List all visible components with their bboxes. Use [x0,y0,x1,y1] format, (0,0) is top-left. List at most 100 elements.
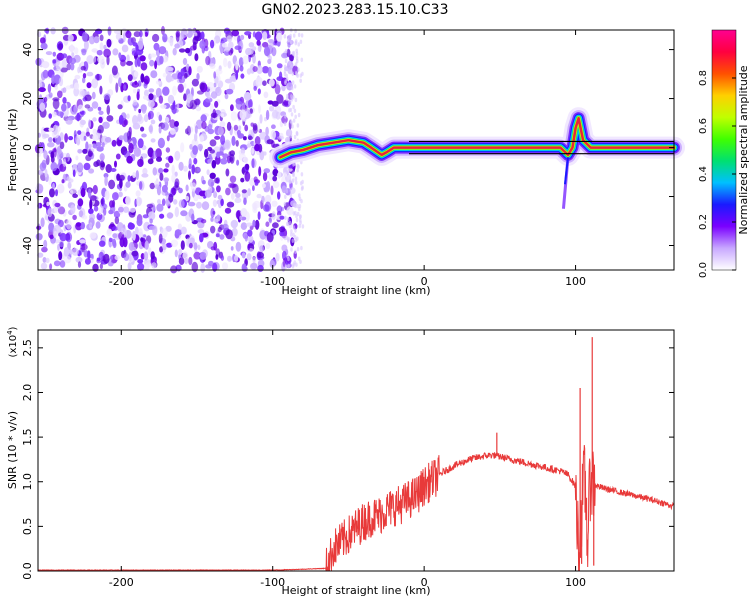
noise-blob [45,257,50,264]
figure-title: GN02.2023.283.15.10.C33 [262,2,449,18]
noise-blob [147,211,156,221]
noise-blob [59,141,65,150]
noise-blob [204,189,212,198]
noise-blob [301,179,304,185]
noise-blob [95,28,103,35]
x-tick-label: 100 [565,576,586,589]
noise-blob [297,256,301,261]
noise-blob [284,194,287,199]
noise-blob [54,84,59,91]
snr-x-ticks: -200 -100 0 100 [109,330,586,589]
noise-blob [62,158,67,167]
noise-blob [141,106,147,114]
noise-blob [58,251,63,261]
noise-blob [128,242,135,251]
noise-blob [61,103,67,112]
noise-blob [199,40,206,50]
noise-blob [177,223,182,230]
noise-blob [170,265,178,274]
y-tick-label: 2.5 [21,339,34,357]
noise-blob [72,214,77,221]
noise-blob [227,255,232,262]
noise-blob [294,62,298,67]
noise-blob [210,207,215,218]
noise-blob [148,225,156,230]
noise-blob [92,134,99,141]
snr-panel: -200 -100 0 100 0.0 0.5 1.0 1.5 2.0 2.5 Height o… [6,326,675,597]
signal-streak [563,157,569,185]
noise-blob [154,184,160,190]
noise-blob [243,197,247,205]
noise-blob [52,59,57,64]
noise-blob [286,48,291,58]
noise-blob [155,148,162,159]
noise-blob [158,95,164,104]
snr-multiplier-exp: 4 [6,330,14,335]
noise-blob [103,207,107,216]
noise-blob [262,171,268,182]
noise-blob [106,115,114,122]
noise-blob [300,245,303,251]
noise-blob [180,68,185,77]
noise-blob [248,98,253,109]
noise-blob [193,35,200,41]
noise-blob [115,82,119,93]
noise-blob [91,101,99,109]
noise-blob [73,87,80,97]
noise-blob [174,150,181,161]
noise-blob [112,238,117,247]
noise-blob [142,214,149,219]
noise-blob [210,217,214,222]
noise-blob [132,99,138,106]
noise-blob [192,145,199,156]
noise-blob [109,200,114,208]
noise-blob [215,86,222,97]
noise-blob [241,189,247,194]
noise-blob [131,81,139,88]
noise-blob [243,91,252,101]
noise-blob [148,88,155,93]
noise-blob [270,185,274,196]
noise-blob [262,31,268,40]
noise-blob [213,218,219,223]
noise-blob [86,71,94,77]
noise-blob [108,179,116,190]
y-tick-label: 40 [21,43,34,57]
noise-blob [300,186,304,191]
noise-blob [248,235,254,243]
noise-blob [295,55,299,61]
noise-blob [80,119,86,125]
noise-blob [114,255,120,261]
noise-blob [99,42,104,51]
noise-blob [165,162,170,168]
noise-blob [127,74,133,82]
colorbar-tick-label: 0.8 [698,70,709,86]
noise-blob [249,262,258,270]
noise-blob [187,201,196,207]
noise-blob [291,71,295,76]
noise-blob [38,169,44,176]
noise-blob [77,130,82,136]
noise-blob [148,110,154,120]
noise-blob [62,87,67,93]
noise-blob [159,172,164,181]
noise-blob [286,217,290,222]
noise-blob [74,82,80,90]
noise-blob [159,213,165,219]
noise-blob [66,234,71,241]
noise-blob [254,181,259,186]
noise-blob [53,260,61,267]
noise-blob [103,173,109,178]
noise-blob [287,100,292,106]
noise-blob [147,100,155,108]
noise-blob [81,31,88,42]
noise-blob [65,85,72,90]
noise-blob [230,192,235,200]
noise-blob [245,222,253,227]
noise-blob [54,202,61,208]
noise-blob [114,29,122,34]
noise-blob [239,215,243,221]
noise-blob [80,61,85,68]
noise-blob [144,89,149,98]
noise-blob [221,223,229,231]
